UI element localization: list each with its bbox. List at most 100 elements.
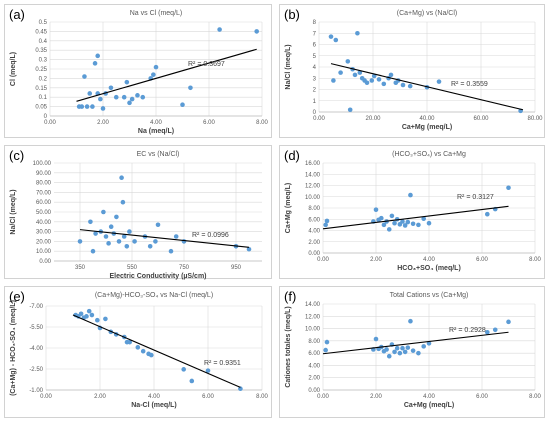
panel-label: (a): [9, 7, 25, 22]
data-point: [106, 241, 111, 246]
data-point: [331, 78, 336, 83]
data-point: [410, 221, 416, 227]
r2-annotation: R² = 0.3697: [188, 61, 225, 68]
data-point: [416, 350, 421, 356]
data-point: [386, 227, 392, 232]
y-tick-label: 30.00: [36, 230, 52, 236]
data-point: [402, 223, 408, 228]
x-axis-label: Electric Conductivity (µS/cm): [110, 273, 207, 280]
data-point: [238, 386, 243, 392]
x-tick-label: 2.00: [370, 394, 382, 400]
x-tick-label: 0.00: [44, 120, 56, 126]
x-tick-label: 2.00: [94, 394, 106, 400]
y-tick-label: 0.35: [35, 48, 47, 54]
y-tick-label: 2.00: [308, 376, 320, 382]
data-point: [364, 80, 370, 86]
x-tick-label: 6.00: [203, 120, 215, 126]
chart-panel-c: (c) EC vs (Na/Cl) 0.00 10.00 20.00 30.00 40.00…: [4, 145, 272, 280]
panel-frame: [279, 4, 545, 138]
data-point: [95, 53, 100, 59]
y-axis-label: (Ca+Mg) - HCO₃-SO₄ (meq/L): [10, 300, 17, 396]
x-tick-label: 40.00: [419, 116, 435, 122]
r2-annotation: R² = 0.3559: [451, 81, 488, 88]
data-point: [135, 345, 141, 350]
x-tick-label: 2.00: [97, 120, 109, 126]
panel-label: (f): [284, 289, 296, 304]
y-tick-label: 0.05: [35, 105, 47, 111]
data-point: [78, 311, 84, 317]
data-point: [345, 59, 351, 64]
data-point: [127, 229, 132, 234]
y-tick-label: 4: [313, 65, 317, 71]
data-point: [153, 64, 159, 70]
y-tick-label: 0.00: [308, 251, 320, 257]
trendline: [322, 331, 509, 355]
data-point: [436, 79, 442, 84]
y-tick-label: 10.00: [36, 249, 52, 255]
data-point: [140, 348, 146, 354]
data-point: [376, 77, 382, 82]
data-point: [407, 83, 413, 89]
x-tick-label: 4.00: [148, 394, 160, 400]
data-point: [173, 234, 179, 239]
panel-label: (b): [284, 7, 300, 22]
data-point: [405, 219, 411, 225]
panel-frame: [279, 145, 545, 279]
data-point: [323, 347, 328, 353]
r2-annotation: R² = 0.0996: [192, 232, 229, 239]
x-tick-label: 0.00: [317, 257, 329, 263]
data-point: [324, 339, 330, 345]
data-point: [88, 219, 93, 225]
y-tick-label: 0.45: [35, 29, 47, 35]
data-point: [90, 104, 95, 109]
y-tick-label: 6.00: [308, 351, 320, 357]
x-tick-label: 8.00: [529, 257, 541, 263]
trendline: [330, 63, 524, 111]
data-point: [328, 34, 334, 39]
data-point: [155, 222, 161, 228]
y-tick-label: -5.50: [29, 325, 43, 331]
chart-panel-e: (e) (Ca+Mg)-HCO₃-SO₄ vs Na-Cl (meq/L) -1.0…: [4, 286, 272, 418]
data-point: [402, 349, 408, 355]
y-tick-label: 80.00: [36, 181, 52, 187]
data-point: [379, 215, 384, 221]
data-point: [352, 72, 358, 78]
data-point: [333, 37, 339, 43]
data-point: [405, 345, 411, 350]
data-point: [408, 192, 413, 198]
data-point: [371, 73, 377, 79]
data-point: [416, 222, 421, 228]
y-tick-label: 8: [313, 20, 317, 26]
x-tick-label: 0.00: [40, 394, 52, 400]
data-point: [254, 29, 259, 34]
y-tick-label: 20.00: [36, 239, 52, 245]
y-tick-label: 14.00: [305, 302, 321, 308]
chart-panel-f: (f) Total Cations vs (Ca+Mg) 0.00 2.00 4.00 6…: [279, 286, 545, 418]
data-point: [98, 96, 103, 102]
data-point: [492, 327, 498, 333]
y-axis-label: Cl (meq/L): [10, 52, 17, 86]
y-tick-label: 12.00: [305, 314, 321, 320]
data-point: [120, 199, 126, 205]
x-axis-label: Ca+Mg (meq/L): [402, 124, 452, 131]
chart-d: (d) (HCO₃+SO₄) vs Ca+Mg 0.00 2.00 4.00 6.00 8.…: [279, 145, 545, 279]
x-axis-label: Ca+Mg (meq/L): [404, 402, 454, 409]
data-point: [355, 30, 360, 36]
data-point: [180, 102, 185, 108]
y-tick-label: 0.00: [39, 259, 51, 265]
data-point: [90, 248, 96, 254]
x-tick-label: 6.00: [476, 394, 488, 400]
x-tick-label: 4.00: [150, 120, 162, 126]
y-axis-label: Na/Cl (meq/L): [10, 189, 17, 234]
y-tick-label: 0.2: [39, 76, 48, 82]
data-point: [101, 209, 106, 215]
y-tick-label: 0.4: [39, 39, 48, 45]
data-point: [127, 100, 132, 106]
data-point: [246, 246, 252, 252]
panel-frame: [4, 4, 272, 138]
x-tick-label: 8.00: [529, 394, 541, 400]
data-point: [506, 319, 511, 325]
trendline: [72, 314, 241, 388]
y-tick-label: 10.00: [305, 327, 321, 333]
data-point: [135, 93, 140, 98]
